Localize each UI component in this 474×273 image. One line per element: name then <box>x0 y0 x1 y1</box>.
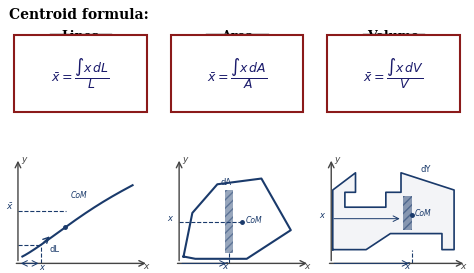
Text: CoM: CoM <box>71 191 88 200</box>
Text: x: x <box>304 262 310 271</box>
Text: y: y <box>182 156 187 165</box>
Text: dY: dY <box>421 165 431 174</box>
FancyBboxPatch shape <box>327 35 460 112</box>
FancyBboxPatch shape <box>14 35 147 112</box>
Text: x: x <box>460 262 465 271</box>
Text: $\bar{x} = \dfrac{\int x\,dL}{L}$: $\bar{x} = \dfrac{\int x\,dL}{L}$ <box>51 56 110 91</box>
Text: $\bar{x} = \dfrac{\int x\,dA}{A}$: $\bar{x} = \dfrac{\int x\,dA}{A}$ <box>207 56 267 91</box>
Text: dA: dA <box>220 179 231 188</box>
Polygon shape <box>333 173 454 250</box>
Text: y: y <box>21 156 26 165</box>
Text: dL: dL <box>50 245 60 254</box>
Text: x: x <box>39 263 44 272</box>
Text: y: y <box>334 156 340 165</box>
Text: Area: Area <box>221 30 253 43</box>
Text: $\bar{x} = \dfrac{\int x\,dV}{V}$: $\bar{x} = \dfrac{\int x\,dV}{V}$ <box>363 56 424 91</box>
Text: $\bar{x}$: $\bar{x}$ <box>404 261 412 272</box>
Text: Centroid formula:: Centroid formula: <box>9 8 149 22</box>
Text: Lines: Lines <box>62 30 100 43</box>
Text: $\bar{x}$: $\bar{x}$ <box>222 261 229 272</box>
Text: x: x <box>143 262 148 271</box>
Text: x: x <box>319 210 324 219</box>
Text: $\bar{x}$: $\bar{x}$ <box>6 201 14 212</box>
Text: Volume: Volume <box>367 30 419 43</box>
Text: x: x <box>167 214 173 223</box>
Text: CoM: CoM <box>245 216 262 225</box>
FancyBboxPatch shape <box>171 35 303 112</box>
Text: CoM: CoM <box>415 209 431 218</box>
